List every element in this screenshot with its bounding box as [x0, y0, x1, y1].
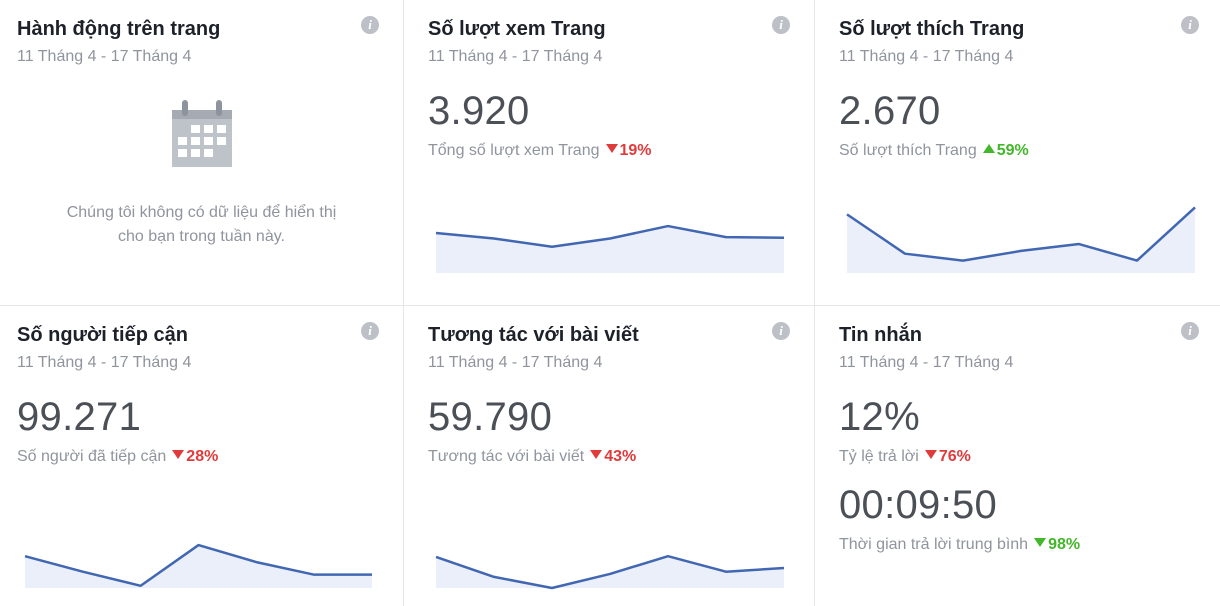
change-percent-2: 98% — [1048, 536, 1081, 553]
metric-value: 99.271 — [17, 395, 142, 439]
reach-card[interactable]: Số người tiếp cận 11 Tháng 4 - 17 Tháng … — [0, 306, 404, 606]
info-icon[interactable]: i — [361, 322, 379, 340]
sparkline-line — [435, 224, 785, 249]
metric-row-2: Thời gian trả lời trung bình 98% — [839, 534, 1203, 556]
sparkline-line — [846, 206, 1196, 262]
metric-row: Tỷ lệ trả lời 76% — [839, 446, 1203, 468]
card-date-range: 11 Tháng 4 - 17 Tháng 4 — [428, 354, 603, 371]
trend-down-good-icon — [1034, 538, 1047, 548]
change-percent: 43% — [604, 448, 637, 465]
sparkline-engagement — [435, 554, 785, 590]
change-percent: 19% — [619, 142, 652, 159]
card-title: Số người tiếp cận — [17, 324, 188, 346]
metric-value: 59.790 — [428, 395, 553, 439]
metric-value: 2.670 — [839, 89, 941, 133]
metric-label-2: Thời gian trả lời trung bình — [839, 536, 1029, 553]
messages-card[interactable]: Tin nhắn 11 Tháng 4 - 17 Tháng 4 i 12% T… — [815, 306, 1220, 606]
page-views-card[interactable]: Số lượt xem Trang 11 Tháng 4 - 17 Tháng … — [404, 0, 815, 306]
metric-label: Số lượt thích Trang — [839, 142, 977, 159]
sparkline-reach — [24, 543, 372, 588]
response-rate-value: 12% — [839, 395, 920, 439]
page-actions-card[interactable]: Hành động trên trang 11 Tháng 4 - 17 Thá… — [0, 0, 404, 306]
metric-label: Số người đã tiếp cận — [17, 448, 167, 465]
metric-value: 3.920 — [428, 89, 530, 133]
card-title: Tin nhắn — [839, 324, 922, 346]
empty-state-line-2: cho bạn trong tuần này. — [118, 228, 285, 245]
metric-row: Số người đã tiếp cận 28% — [17, 446, 386, 468]
sparkline-line — [435, 554, 785, 590]
metric-label: Tương tác với bài viết — [428, 448, 585, 465]
trend-down-icon — [172, 450, 185, 460]
sparkline-line — [24, 543, 372, 588]
response-time-value: 00:09:50 — [839, 483, 998, 527]
page-likes-card[interactable]: Số lượt thích Trang 11 Tháng 4 - 17 Thán… — [815, 0, 1220, 306]
trend-down-icon — [590, 450, 603, 460]
sparkline-area — [847, 207, 1195, 273]
metric-row: Tổng số lượt xem Trang 19% — [428, 140, 797, 162]
metric-row: Số lượt thích Trang 59% — [839, 140, 1203, 162]
metric-label: Tỷ lệ trả lời — [839, 448, 919, 465]
info-icon[interactable]: i — [772, 16, 790, 34]
metric-label: Tổng số lượt xem Trang — [428, 142, 600, 159]
card-title: Hành động trên trang — [17, 18, 221, 40]
card-date-range: 11 Tháng 4 - 17 Tháng 4 — [17, 354, 192, 371]
post-engagement-card[interactable]: Tương tác với bài viết 11 Tháng 4 - 17 T… — [404, 306, 815, 606]
sparkline-page-likes — [846, 206, 1196, 273]
card-title: Tương tác với bài viết — [428, 324, 639, 346]
card-title: Số lượt xem Trang — [428, 18, 606, 40]
empty-state-text: Chúng tôi không có dữ liệu để hiển thị c… — [17, 201, 386, 249]
sparkline-area — [436, 226, 784, 273]
trend-down-icon — [924, 450, 937, 460]
calendar-icon — [171, 98, 233, 173]
card-date-range: 11 Tháng 4 - 17 Tháng 4 — [428, 48, 603, 65]
empty-state: Chúng tôi không có dữ liệu để hiển thị c… — [17, 98, 386, 249]
metric-row: Tương tác với bài viết 43% — [428, 446, 797, 468]
sparkline-area — [25, 545, 372, 588]
card-title: Số lượt thích Trang — [839, 18, 1025, 40]
trend-down-icon — [605, 144, 618, 154]
info-icon[interactable]: i — [1181, 322, 1199, 340]
card-date-range: 11 Tháng 4 - 17 Tháng 4 — [839, 354, 1014, 371]
trend-up-icon — [982, 144, 995, 154]
info-icon[interactable]: i — [361, 16, 379, 34]
info-icon[interactable]: i — [772, 322, 790, 340]
info-icon[interactable]: i — [1181, 16, 1199, 34]
empty-state-line-1: Chúng tôi không có dữ liệu để hiển thị — [66, 204, 337, 221]
change-percent: 76% — [938, 448, 971, 465]
change-percent: 28% — [186, 448, 219, 465]
card-date-range: 11 Tháng 4 - 17 Tháng 4 — [17, 48, 192, 65]
sparkline-page-views — [435, 224, 785, 273]
change-percent: 59% — [996, 142, 1029, 159]
card-date-range: 11 Tháng 4 - 17 Tháng 4 — [839, 48, 1014, 65]
